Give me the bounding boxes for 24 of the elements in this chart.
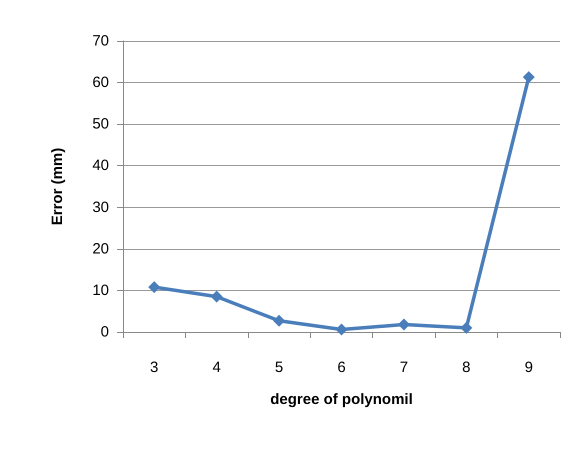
y-tick-label: 60 [92,74,109,92]
y-tick-label: 10 [92,282,109,299]
point [148,281,160,294]
x-tick-label: 3 [150,359,158,376]
y-tick-label: 70 [92,32,109,50]
x-tick-label: 8 [462,359,471,376]
x-tick-label: 5 [274,359,284,376]
x-tick-label: 9 [524,359,533,376]
x-axis-title: degree of polynomil [270,391,413,408]
point [398,318,410,331]
point [460,322,472,334]
x-tick-label: 7 [400,359,408,376]
x-tick-label: 4 [212,359,221,376]
point [273,314,286,327]
x-tick-label: 6 [337,359,346,376]
y-axis-title: Error (mm) [49,148,66,226]
y-tick-label: 40 [92,157,109,174]
y-tick-label: 50 [92,116,109,133]
y-tick-label: 30 [92,198,109,216]
point [336,324,348,336]
point [522,71,535,84]
y-tick-label: 20 [92,240,109,258]
y-tick-label: 0 [100,324,109,340]
point [210,290,223,303]
